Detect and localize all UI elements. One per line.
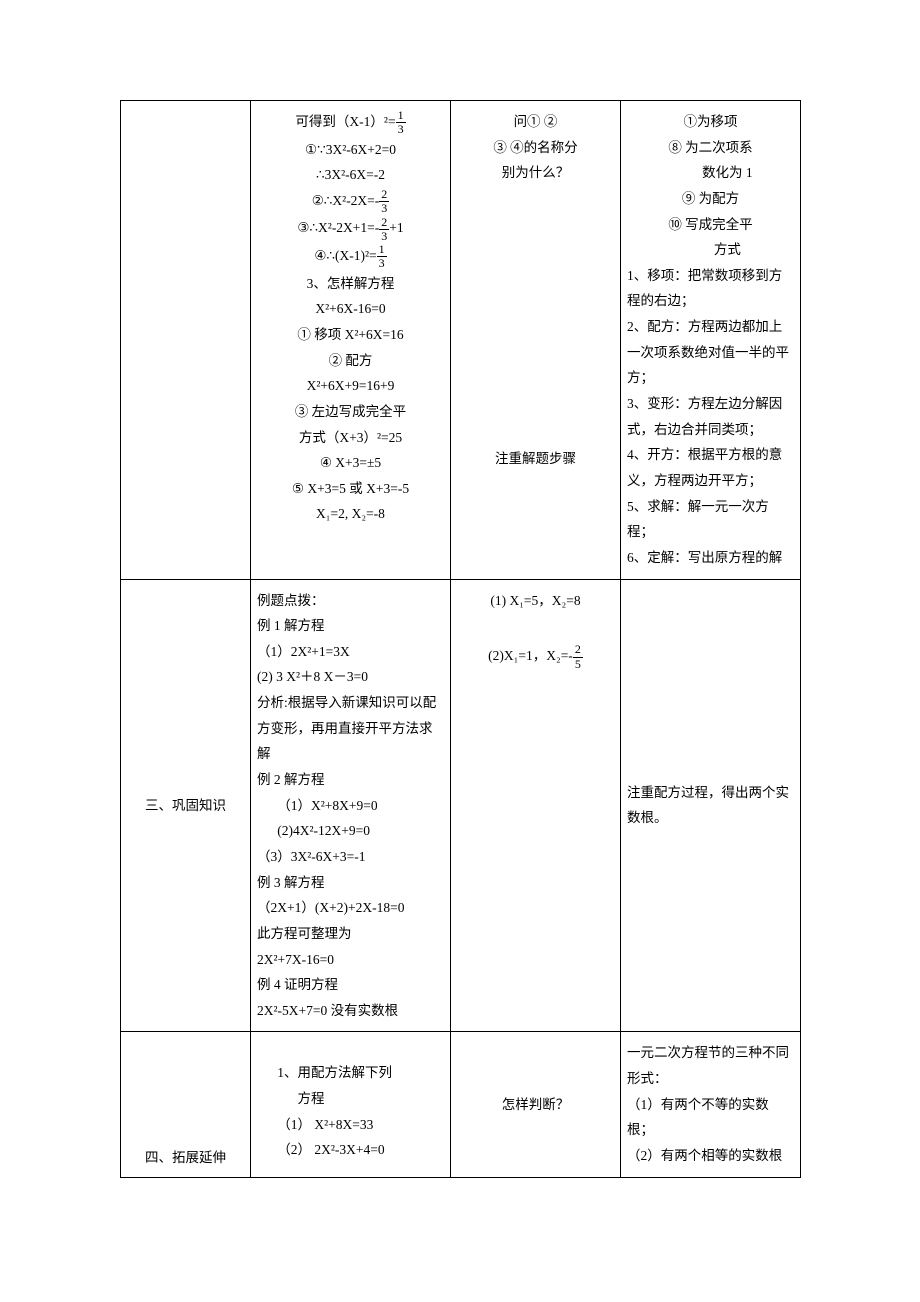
text-line: ⑤ X+3=5 或 X+3=-5 [257, 476, 444, 502]
text-line: 3、变形：方程左边分解因式，右边合并同类项； [627, 391, 794, 442]
text-line: ③∴X²-2X+1=-23+1 [257, 215, 444, 243]
text-line: ③ 左边写成完全平 [257, 399, 444, 425]
text: ⑧ 为二次项系 [668, 140, 752, 155]
text-line: 6、定解：写出原方程的解 [627, 545, 794, 571]
table-row: 可得到（X-1）²=13 ①∵3X²-6X+2=0 ∴3X²-6X=-2 ②∴X… [121, 101, 801, 580]
text: 可得到（X-1）²= [295, 114, 395, 129]
table-row: 四、拓展延伸 1、用配方法解下列 方程 （1） X²+8X=33 （2） 2X²… [121, 1032, 801, 1177]
text-line: 1、移项：把常数项移到方程的右边； [627, 263, 794, 314]
row2-col2: 例题点拨： 例 1 解方程 （1）2X²+1=3X (2) 3 X²＋8 X－3… [251, 579, 451, 1032]
text: +1 [389, 220, 403, 235]
text-line: 注重解题步骤 [457, 446, 614, 472]
text-line: X²+6X+9=16+9 [257, 373, 444, 399]
row3-col2: 1、用配方法解下列 方程 （1） X²+8X=33 （2） 2X²-3X+4=0 [251, 1032, 451, 1177]
denominator: 3 [396, 123, 406, 136]
text: ③∴X²-2X+1=- [297, 220, 379, 235]
text-line: X₁=2, X₂=-8 [257, 501, 444, 527]
row2-col3: (1) X₁=5，X₂=8 (2)X₁=1，X₂=-25 [451, 579, 621, 1032]
numerator: 1 [396, 109, 406, 123]
text-line: （1）2X²+1=3X [257, 639, 444, 665]
text-line: 2X²-5X+7=0 没有实数根 [257, 998, 444, 1024]
numerator: 1 [377, 243, 387, 257]
text-line: 方式（X+3）²=25 [257, 425, 444, 451]
text-line: 例 1 解方程 [257, 613, 444, 639]
numerator: 2 [379, 188, 389, 202]
text: (2)X₁=1，X₂=- [488, 648, 573, 663]
text-line: ①∵3X²-6X+2=0 [257, 137, 444, 163]
text-line: (1) X₁=5，X₂=8 [457, 588, 614, 614]
text-line: 问① ② [457, 109, 614, 135]
text-line: X²+6X-16=0 [257, 296, 444, 322]
text-line: （1）X²+8X+9=0 [257, 793, 444, 819]
text-line: (2)4X²-12X+9=0 [257, 818, 444, 844]
row2-col1: 三、巩固知识 [121, 579, 251, 1032]
text-line: 别为什么？ [457, 160, 614, 186]
denominator: 3 [379, 202, 389, 215]
row3-col3: 怎样判断？ [451, 1032, 621, 1177]
fraction: 23 [379, 216, 389, 243]
row1-col1 [121, 101, 251, 580]
row3-col1: 四、拓展延伸 [121, 1032, 251, 1177]
document-page: 可得到（X-1）²=13 ①∵3X²-6X+2=0 ∴3X²-6X=-2 ②∴X… [0, 0, 920, 1218]
text-line: ②∴X²-2X=-23 [257, 188, 444, 216]
text-line: 2、配方：方程两边都加上一次项系数绝对值一半的平方； [627, 314, 794, 391]
text-line: 数化为 1 [627, 160, 794, 186]
fraction: 13 [377, 243, 387, 270]
text: ②∴X²-2X=- [312, 193, 380, 208]
row1-col3: 问① ② ③ ④的名称分 别为什么？ 注重解题步骤 [451, 101, 621, 580]
text-line: (2)X₁=1，X₂=-25 [457, 643, 614, 671]
denominator: 5 [573, 658, 583, 671]
text-line: 分析:根据导入新课知识可以配方变形，再用直接开平方法求解 [257, 690, 444, 767]
text-line: ⑩ 写成完全平 [627, 212, 794, 238]
spacer [457, 186, 614, 446]
text-line: ④∴(X-1)²=13 [257, 243, 444, 271]
text-line: ② 配方 [257, 348, 444, 374]
text-line: （2） 2X²-3X+4=0 [257, 1137, 444, 1163]
text-line: （3）3X²-6X+3=-1 [257, 844, 444, 870]
row3-col4: 一元二次方程节的三种不同形式： （1）有两个不等的实数根； （2）有两个相等的实… [621, 1032, 801, 1177]
text-line: ∴3X²-6X=-2 [257, 162, 444, 188]
text: ⑩ 写成完全平 [668, 217, 752, 232]
text-line: (2) 3 X²＋8 X－3=0 [257, 664, 444, 690]
text-line: 例 2 解方程 [257, 767, 444, 793]
text-line: （1） X²+8X=33 [257, 1112, 444, 1138]
text: ④∴(X-1)²= [314, 248, 376, 263]
table-row: 三、巩固知识 例题点拨： 例 1 解方程 （1）2X²+1=3X (2) 3 X… [121, 579, 801, 1032]
fraction: 25 [573, 643, 583, 670]
spacer [257, 1040, 444, 1060]
lesson-table: 可得到（X-1）²=13 ①∵3X²-6X+2=0 ∴3X²-6X=-2 ②∴X… [120, 100, 801, 1178]
row1-col2: 可得到（X-1）²=13 ①∵3X²-6X+2=0 ∴3X²-6X=-2 ②∴X… [251, 101, 451, 580]
fraction: 23 [379, 188, 389, 215]
row1-col4: ①为移项 ⑧ 为二次项系 数化为 1 ⑨ 为配方 ⑩ 写成完全平 方式 1、移项… [621, 101, 801, 580]
text-line: 1、用配方法解下列 [257, 1060, 444, 1086]
denominator: 3 [379, 230, 389, 243]
text-line: ⑨ 为配方 [627, 186, 794, 212]
text-line: ③ ④的名称分 [457, 135, 614, 161]
numerator: 2 [379, 216, 389, 230]
text-line: （2）有两个相等的实数根 [627, 1143, 794, 1169]
numerator: 2 [573, 643, 583, 657]
text-line: 方式 [627, 237, 794, 263]
text-line: 5、求解：解一元一次方程； [627, 494, 794, 545]
text-line: 一元二次方程节的三种不同形式： [627, 1040, 794, 1091]
text-line: 例题点拨： [257, 588, 444, 614]
text-line: 此方程可整理为 [257, 921, 444, 947]
text-line: 例 4 证明方程 [257, 972, 444, 998]
fraction: 13 [396, 109, 406, 136]
text-line: 可得到（X-1）²=13 [257, 109, 444, 137]
row2-col4: 注重配方过程，得出两个实数根。 [621, 579, 801, 1032]
text-line: 例 3 解方程 [257, 870, 444, 896]
text-line: ④ X+3=±5 [257, 450, 444, 476]
text-line: ① 移项 X²+6X=16 [257, 322, 444, 348]
text-line: ⑧ 为二次项系 [627, 135, 794, 161]
denominator: 3 [377, 257, 387, 270]
spacer [457, 613, 614, 643]
text-line: （1）有两个不等的实数根； [627, 1092, 794, 1143]
text-line: 方程 [257, 1086, 444, 1112]
text-line: ①为移项 [627, 109, 794, 135]
text-line: 2X²+7X-16=0 [257, 947, 444, 973]
text-line: （2X+1）(X+2)+2X-18=0 [257, 895, 444, 921]
text-line: 3、怎样解方程 [257, 271, 444, 297]
text-line: 4、开方：根据平方根的意义，方程两边开平方； [627, 442, 794, 493]
